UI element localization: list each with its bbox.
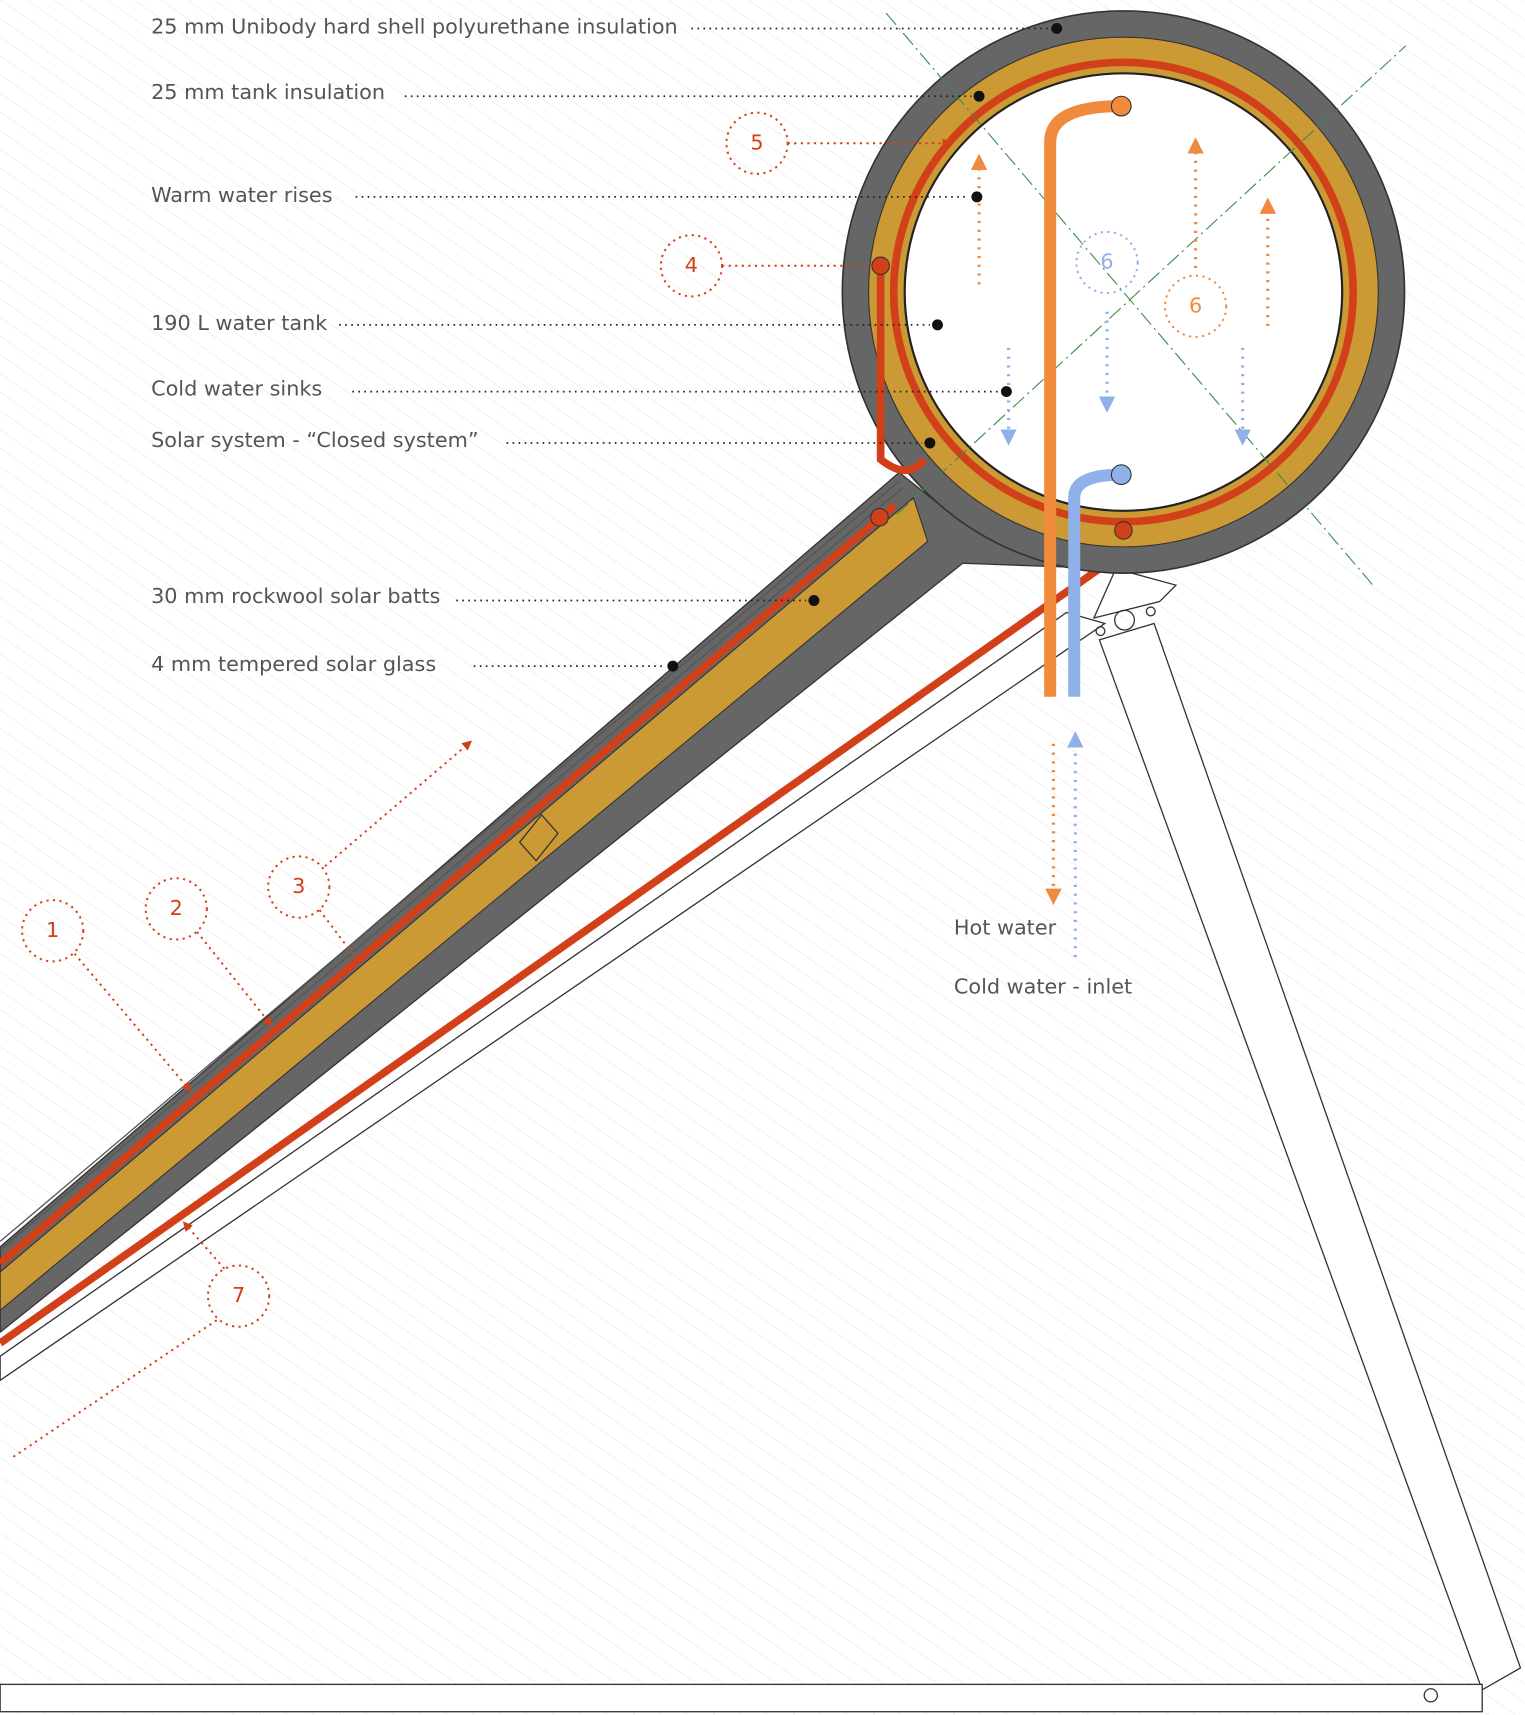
shape (667, 661, 678, 672)
flow-label: Hot water (954, 916, 1057, 940)
label: 190 L water tank (151, 311, 327, 335)
callout: 5 (750, 130, 763, 154)
diagram: 25 mm Unibody hard shell polyurethane in… (0, 0, 1525, 1715)
shape (1001, 386, 1012, 397)
callout: 7 (232, 1283, 245, 1307)
callout: 3 (292, 874, 305, 898)
shape (1111, 465, 1131, 485)
shape (808, 595, 819, 606)
shape (932, 319, 943, 330)
shape (974, 91, 985, 102)
label: 30 mm rockwool solar batts (151, 584, 440, 608)
shape (872, 257, 890, 275)
shape (1051, 23, 1062, 34)
shape (905, 73, 1343, 511)
shape (924, 438, 935, 449)
shape (1111, 96, 1131, 116)
label: Cold water sinks (151, 376, 322, 400)
label: 25 mm tank insulation (151, 80, 385, 104)
label: 25 mm Unibody hard shell polyurethane in… (151, 14, 678, 38)
shape (1115, 522, 1133, 540)
callout: 6 (1100, 250, 1113, 274)
label: Solar system - “Closed system” (151, 428, 478, 452)
callout: 1 (46, 918, 59, 942)
shape (871, 509, 889, 527)
callout: 4 (685, 253, 698, 277)
shape (0, 1684, 1482, 1711)
callout: 6 (1189, 293, 1202, 317)
shape (971, 191, 982, 202)
flow-label: Cold water - inlet (954, 975, 1132, 999)
label: Warm water rises (151, 183, 332, 207)
label: 4 mm tempered solar glass (151, 652, 436, 676)
callout: 2 (170, 896, 183, 920)
